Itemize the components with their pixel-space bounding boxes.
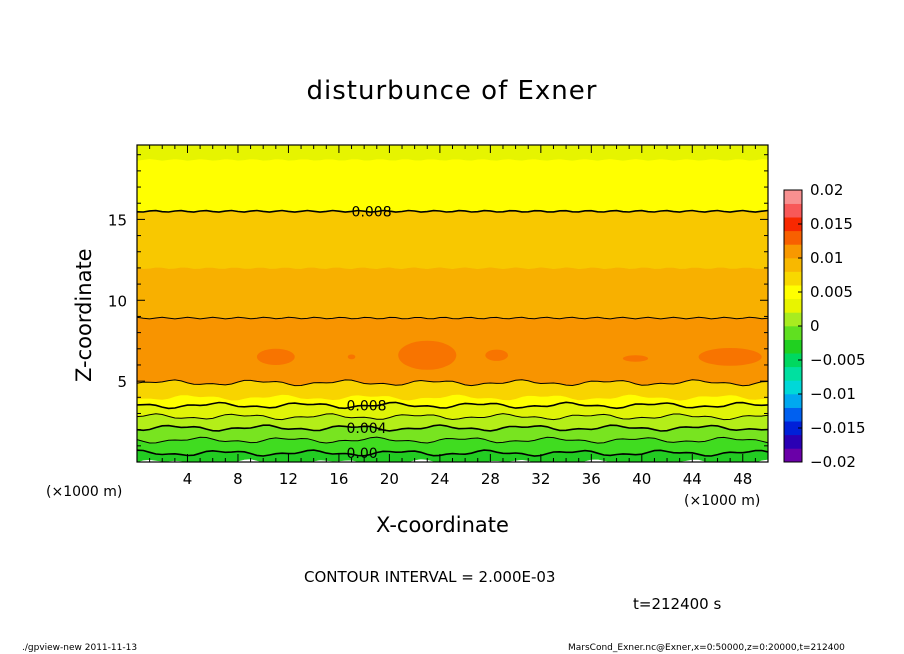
time-label: t=212400 s [633, 595, 722, 613]
x-tick-label: 40 [632, 470, 651, 488]
contour-line [137, 209, 768, 213]
colorbar-segment [784, 271, 802, 286]
x-tick-label: 12 [279, 470, 298, 488]
colorbar-segment [784, 448, 802, 463]
colorbar-segment [784, 190, 802, 204]
y-tick-label: 5 [117, 373, 127, 391]
contour-line [137, 413, 768, 421]
contour-line [137, 424, 768, 432]
colorbar-segment [784, 298, 802, 313]
colorbar-segment [784, 217, 802, 232]
colorbar-segment [784, 339, 802, 354]
colorbar-tick-label: −0.015 [810, 419, 866, 437]
x-tick-label: 8 [233, 470, 243, 488]
contour-blob [622, 355, 649, 362]
y-tick-label: 10 [108, 292, 127, 310]
contour-fill-area [137, 145, 768, 462]
colorbar-segment [784, 353, 802, 368]
x-tick-label: 32 [531, 470, 550, 488]
x-unit-label-right: (×1000 m) [684, 493, 761, 509]
contour-line [137, 379, 768, 387]
colorbar-segment [784, 421, 802, 436]
x-tick-label: 20 [380, 470, 399, 488]
colorbar-segment [784, 285, 802, 300]
colorbar-segment [784, 203, 802, 218]
colorbar: 0.02 0.015 0.01 0.005 0 −0.005 −0.01 −0.015 −0.0… [783, 181, 866, 471]
colorbar-segment [784, 366, 802, 381]
colorbar-segment [784, 244, 802, 259]
colorbar-tick-label: 0.02 [810, 181, 843, 199]
colorbar-segment [784, 434, 802, 449]
footer-program-info: ./gpview-new 2011-11-13 [22, 643, 138, 653]
colorbar-segment [784, 326, 802, 340]
y-tick-label: 15 [108, 211, 127, 229]
x-tick-label: 28 [481, 470, 500, 488]
x-tick-label: 24 [430, 470, 449, 488]
contour-line [137, 449, 768, 457]
colorbar-tick-label: −0.01 [810, 385, 856, 403]
x-tick-label: 4 [183, 470, 193, 488]
colorbar-segment [784, 394, 802, 408]
contour-blob [698, 347, 762, 366]
contour-blob [485, 349, 509, 361]
colorbar-segment [784, 380, 802, 395]
contour-blob [347, 354, 356, 360]
contour-band [137, 145, 768, 161]
chart-title: disturbunce of Exner [306, 76, 598, 106]
contour-line [137, 401, 768, 410]
contour-labels: 0.00 0.004 0.008 0.008 [346, 204, 392, 462]
contour-line [137, 436, 768, 444]
colorbar-segment [784, 258, 802, 272]
colorbar-tick-label: 0.005 [810, 283, 853, 301]
colorbar-segment [784, 230, 802, 245]
contour-interval-label: CONTOUR INTERVAL = 2.000E-03 [304, 568, 556, 586]
x-axis-label: X-coordinate [376, 513, 509, 537]
contour-band [137, 210, 768, 270]
contour-label: 0.008 [346, 398, 386, 414]
colorbar-tick-label: −0.02 [810, 453, 856, 471]
x-tick-label: 16 [329, 470, 348, 488]
colorbar-tick-label: 0.01 [810, 249, 843, 267]
colorbar-tick-label: −0.005 [810, 351, 866, 369]
contour-lines [137, 209, 768, 457]
contour-blob [398, 340, 457, 370]
x-tick-label: 36 [582, 470, 601, 488]
contour-label: 0.008 [352, 204, 392, 220]
contour-band [137, 266, 768, 320]
contour-band [137, 158, 768, 213]
colorbar-tick-label: 0 [810, 317, 820, 335]
footer-data-source: MarsCond_Exner.nc@Exner,x=0:50000,z=0:20… [568, 643, 845, 653]
contour-label: 0.004 [346, 421, 386, 437]
x-unit-label-left: (×1000 m) [46, 484, 123, 500]
contour-line [137, 316, 768, 320]
colorbar-tick-label: 0.015 [810, 215, 853, 233]
x-tick-label: 48 [733, 470, 752, 488]
colorbar-segment [784, 407, 802, 422]
contour-blob [256, 348, 295, 365]
colorbar-segment [784, 312, 802, 327]
x-tick-label: 44 [683, 470, 702, 488]
contour-label: 0.00 [346, 446, 377, 462]
